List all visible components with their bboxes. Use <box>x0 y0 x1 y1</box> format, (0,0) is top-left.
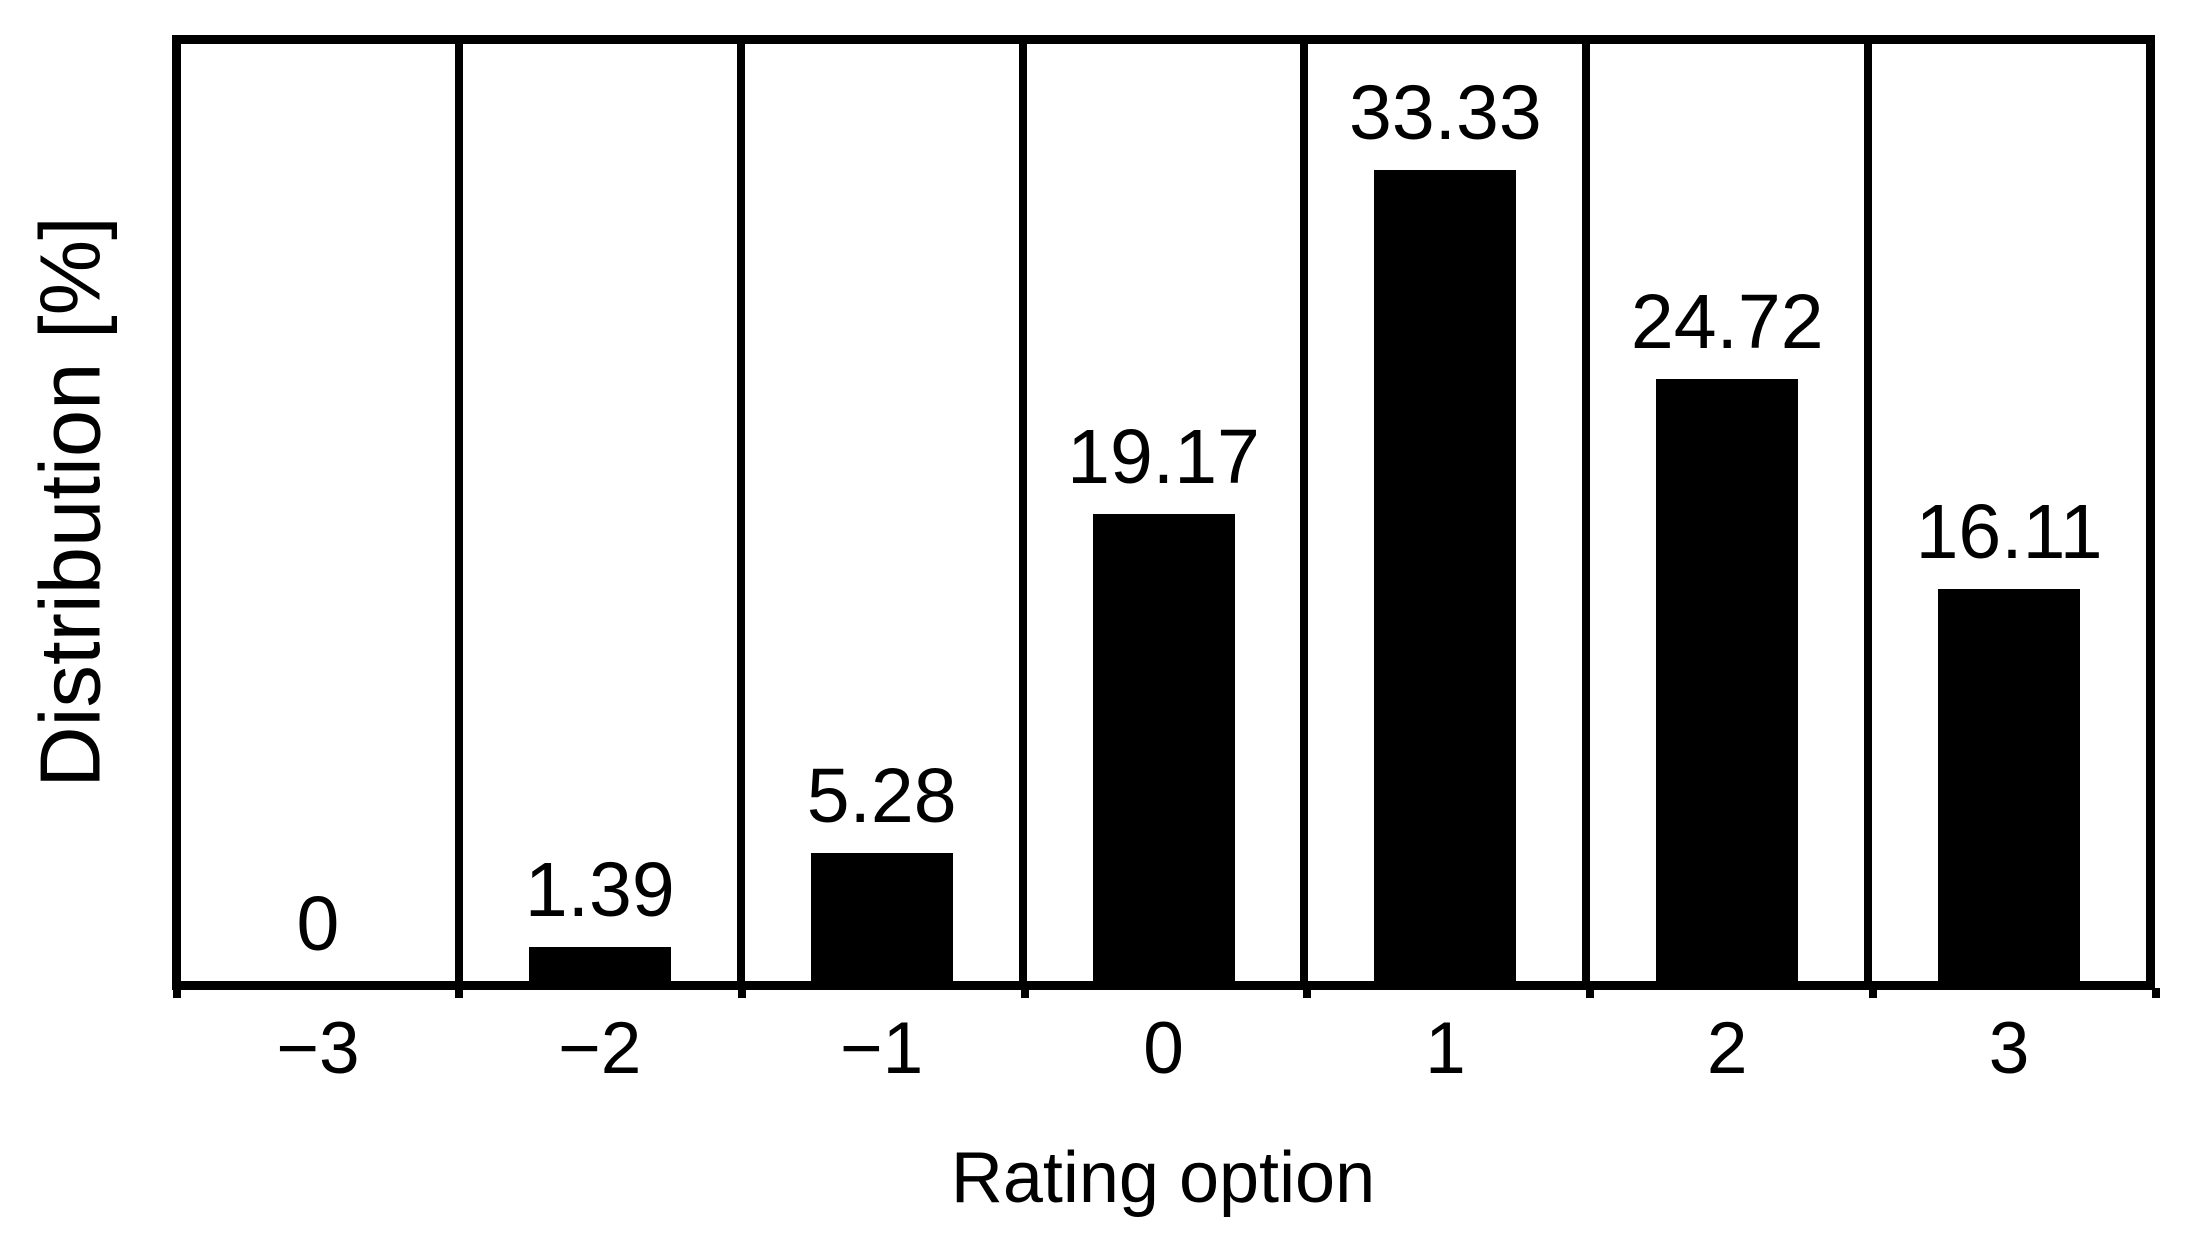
x-tick-cell: −2 <box>463 1012 745 1085</box>
bar-value-label: 33.33 <box>1349 69 1542 156</box>
bar-value-label: 5.28 <box>806 752 957 839</box>
bar <box>528 947 671 981</box>
category-cell: 24.72 <box>1590 44 1873 981</box>
bar <box>810 852 953 981</box>
bar-value-label: 16.11 <box>1915 488 2103 575</box>
x-tick-label: 3 <box>1988 1008 2030 1089</box>
bar-value-label: 19.17 <box>1067 414 1260 501</box>
x-tick-cell: −3 <box>181 1012 463 1085</box>
x-tick-label: −3 <box>276 1008 360 1089</box>
x-axis-tick <box>1868 988 1877 998</box>
x-axis-tick <box>1586 988 1595 998</box>
y-axis-label: Distribution [%] <box>23 216 119 788</box>
category-cell: 1.39 <box>463 44 745 981</box>
x-axis-tick <box>1303 988 1312 998</box>
x-tick-cell: 3 <box>1872 1012 2146 1085</box>
x-tick-cell: 0 <box>1027 1012 1309 1085</box>
category-cell: 33.33 <box>1308 44 1591 981</box>
category-cells-container: 0 1.39 5.28 19.17 33.33 24.72 16.11 <box>181 44 2146 981</box>
x-tick-label: 1 <box>1425 1008 1466 1089</box>
bar <box>1092 514 1235 981</box>
x-axis-tick <box>2151 988 2160 998</box>
bar <box>1374 169 1517 981</box>
x-tick-cell: −1 <box>745 1012 1027 1085</box>
bar <box>1656 379 1799 981</box>
x-axis-tick <box>737 988 746 998</box>
x-tick-cell: 2 <box>1590 1012 1872 1085</box>
x-tick-cell: 1 <box>1308 1012 1590 1085</box>
x-axis-tick <box>172 988 181 998</box>
bar <box>1938 588 2081 981</box>
x-axis-tick <box>455 988 464 998</box>
category-cell: 16.11 <box>1872 44 2146 981</box>
x-tick-label: −2 <box>558 1008 642 1089</box>
bar-value-label: 1.39 <box>524 847 675 934</box>
category-cell: 0 <box>181 44 463 981</box>
bar-value-label: 24.72 <box>1630 279 1824 366</box>
x-tick-label: −1 <box>840 1008 924 1089</box>
bar-value-label: 0 <box>296 881 340 967</box>
category-cell: 5.28 <box>745 44 1027 981</box>
x-axis-tick <box>1020 988 1029 998</box>
plot-area: 0 1.39 5.28 19.17 33.33 24.72 16.11 <box>172 35 2155 990</box>
category-cell: 19.17 <box>1027 44 1309 981</box>
x-axis-label: Rating option <box>950 1138 1376 1218</box>
x-axis-tick-labels: −3 −2 −1 0 1 2 3 <box>181 1012 2146 1085</box>
x-tick-label: 2 <box>1706 1008 1748 1089</box>
x-tick-label: 0 <box>1143 1008 1184 1089</box>
